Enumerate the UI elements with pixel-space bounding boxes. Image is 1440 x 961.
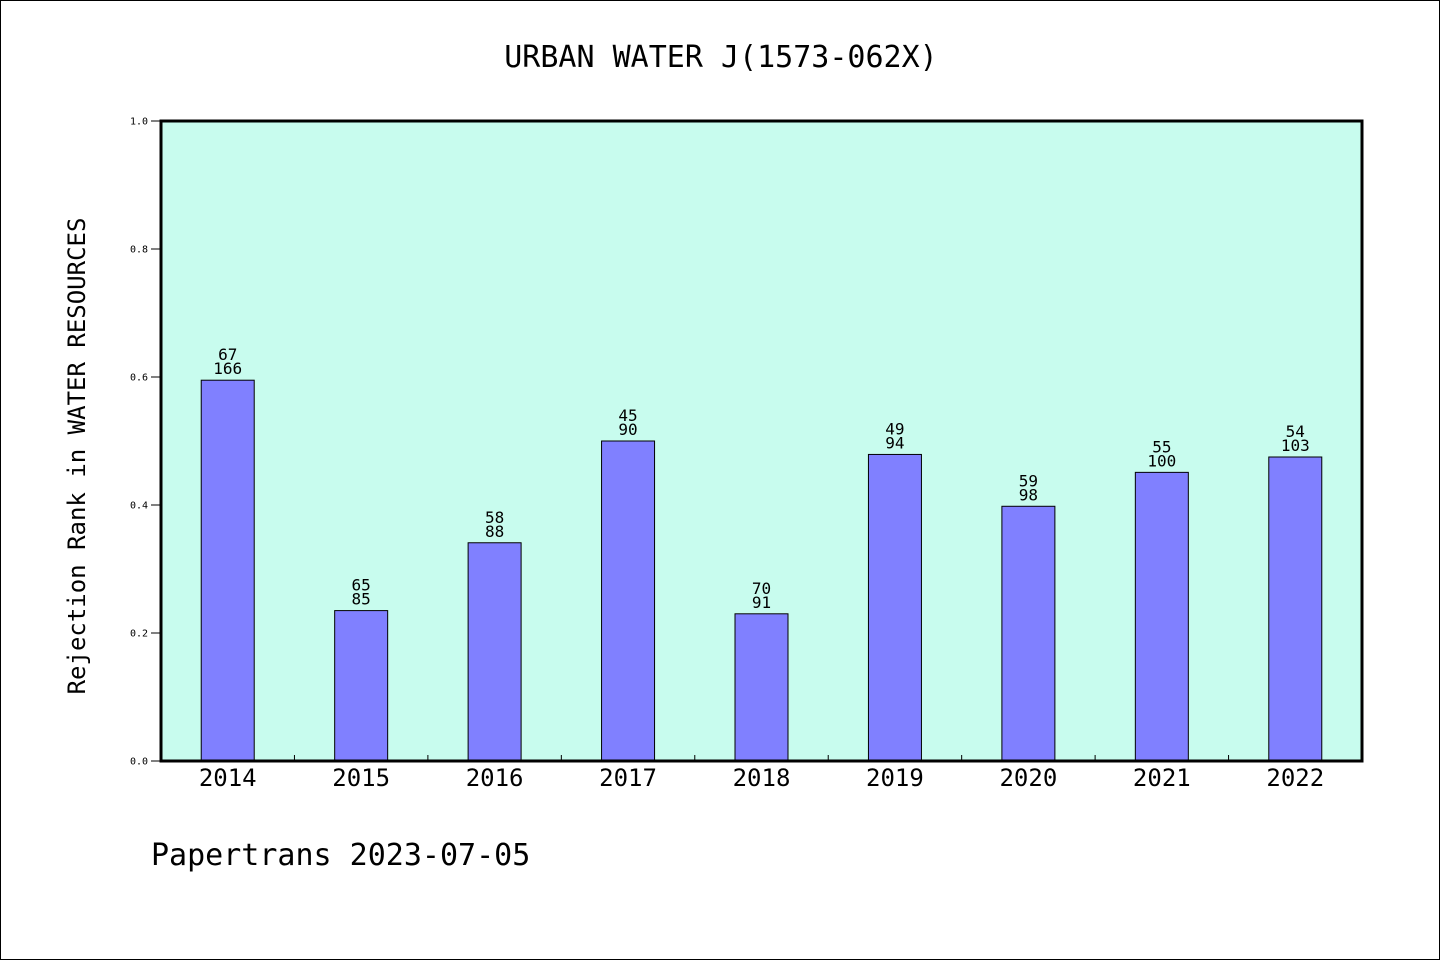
bar-label-top-2021: 55 — [1152, 437, 1171, 456]
y-tick-label: 0.0 — [130, 757, 148, 768]
bar-label-bottom-2017: 90 — [618, 420, 637, 439]
bar-label-top-2019: 49 — [885, 419, 904, 438]
x-tick-label-2015: 2015 — [332, 764, 390, 792]
x-tick-label-2016: 2016 — [466, 764, 524, 792]
bar-2016 — [467, 542, 522, 762]
x-tick-label-2018: 2018 — [733, 764, 791, 792]
x-tick-label-2017: 2017 — [599, 764, 657, 792]
y-tick-label: 1.0 — [130, 117, 148, 128]
bar-2020 — [1001, 505, 1056, 762]
bar-2017 — [601, 440, 656, 762]
bar-label-bottom-2019: 94 — [885, 433, 904, 452]
chart-title: URBAN WATER J(1573-062X) — [504, 40, 937, 75]
y-tick-label: 0.8 — [130, 245, 148, 256]
bar-label-top-2015: 65 — [352, 576, 371, 595]
bar-2019 — [867, 453, 922, 762]
bar-label-bottom-2018: 91 — [752, 593, 771, 612]
plot-frame — [159, 119, 1364, 763]
bar-label-bottom-2015: 85 — [352, 590, 371, 609]
bar-label-bottom-2016: 88 — [485, 522, 504, 541]
bar-label-top-2018: 70 — [752, 579, 771, 598]
bar-2022 — [1268, 456, 1323, 762]
bar-label-top-2020: 59 — [1019, 471, 1038, 490]
y-tick-label: 0.6 — [130, 373, 148, 384]
x-tick-label-2020: 2020 — [999, 764, 1057, 792]
y-axis-label: Rejection Rank in WATER RESOURCES — [63, 218, 91, 695]
bar-label-top-2014: 67 — [218, 345, 237, 364]
x-tick-label-2021: 2021 — [1133, 764, 1191, 792]
bar-label-bottom-2020: 98 — [1019, 485, 1038, 504]
x-tick-label-2014: 2014 — [199, 764, 257, 792]
bar-label-bottom-2022: 103 — [1281, 436, 1310, 455]
axes-layer: 2014 2015 2016 2017 2018 2019 2020 2021 2022 0.0 0… — [130, 117, 1364, 792]
bar-2015 — [334, 610, 389, 762]
x-tick-label-2019: 2019 — [866, 764, 924, 792]
bar-label-top-2022: 54 — [1286, 422, 1305, 441]
bar-label-bottom-2021: 100 — [1147, 451, 1176, 470]
footer-text: Papertrans 2023-07-05 — [151, 838, 530, 873]
bar-2018 — [734, 613, 789, 762]
y-tick-label: 0.4 — [130, 501, 148, 512]
y-tick-label: 0.2 — [130, 629, 148, 640]
bar-2021 — [1134, 471, 1189, 762]
bar-label-top-2016: 58 — [485, 508, 504, 527]
x-tick-label-2022: 2022 — [1266, 764, 1324, 792]
bar-2014 — [200, 379, 255, 762]
bar-label-top-2017: 45 — [618, 406, 637, 425]
bar-label-bottom-2014: 166 — [213, 359, 242, 378]
